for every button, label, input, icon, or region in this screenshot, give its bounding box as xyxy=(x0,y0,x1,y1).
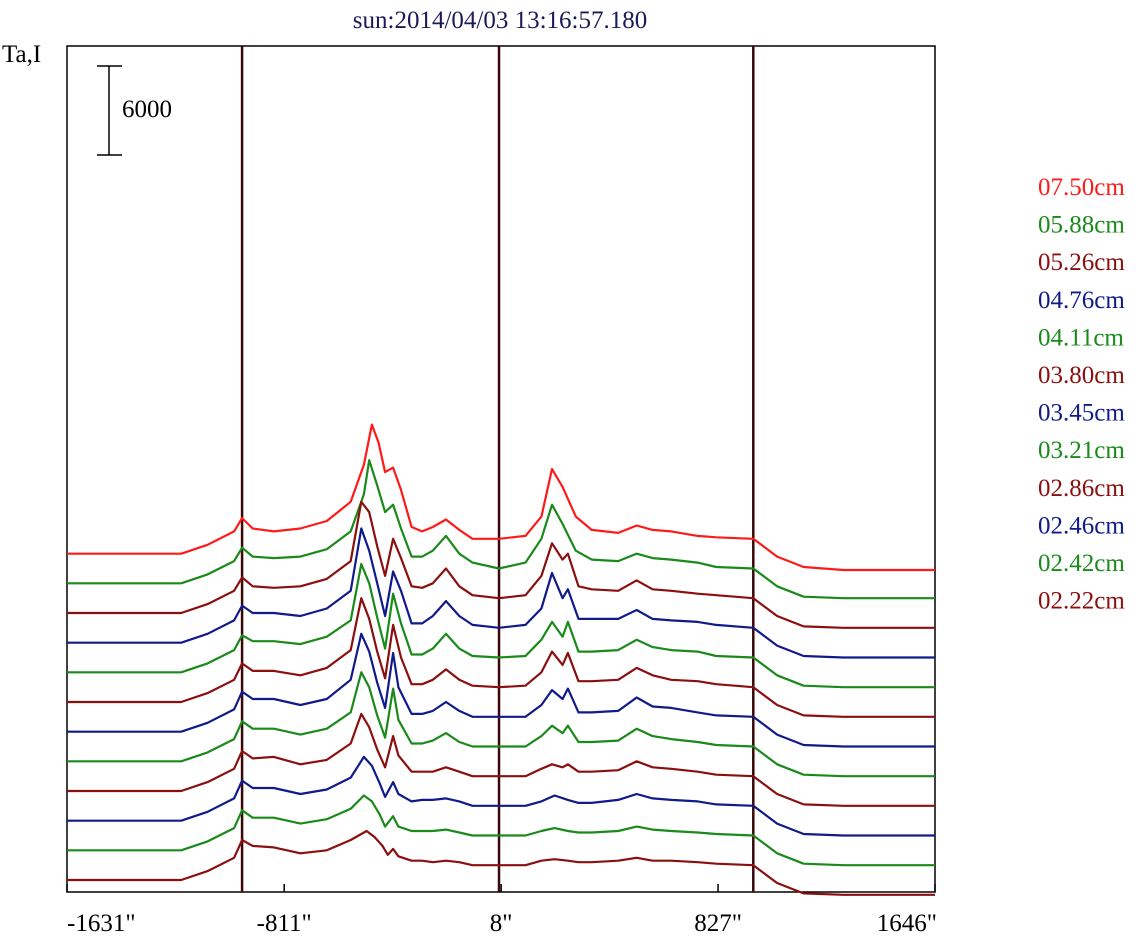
y-axis-label: Ta,I xyxy=(2,41,41,68)
x-tick-label-0: -1631" xyxy=(67,910,136,937)
plot-frame xyxy=(66,45,936,893)
legend-entry-03.80cm: 03.80cm xyxy=(1038,362,1125,389)
legend-entry-05.26cm: 05.26cm xyxy=(1038,249,1125,276)
legend-entry-04.11cm: 04.11cm xyxy=(1038,324,1124,351)
series-line-05.88cm xyxy=(67,459,935,600)
x-tick-label-3: 827" xyxy=(694,910,742,937)
scale-bar-label: 6000 xyxy=(122,96,172,123)
legend-entry-02.22cm: 02.22cm xyxy=(1038,588,1125,615)
series-line-03.21cm xyxy=(67,671,935,778)
x-tick-label-4: 1646" xyxy=(877,910,937,937)
legend-entry-02.86cm: 02.86cm xyxy=(1038,475,1125,502)
series-line-02.46cm xyxy=(67,755,935,837)
series-line-04.11cm xyxy=(67,562,935,689)
legend-entry-03.45cm: 03.45cm xyxy=(1038,400,1125,427)
vertical-markers xyxy=(240,46,755,892)
legend: 07.50cm 05.88cm 05.26cm 04.76cm 04.11cm 03.80… xyxy=(1038,174,1125,615)
legend-entry-07.50cm: 07.50cm xyxy=(1038,174,1125,201)
series-line-05.26cm xyxy=(67,500,935,629)
legend-entry-04.76cm: 04.76cm xyxy=(1038,287,1125,314)
series-line-02.22cm xyxy=(67,829,935,896)
legend-entry-05.88cm: 05.88cm xyxy=(1038,212,1125,239)
legend-entry-02.42cm: 02.42cm xyxy=(1038,550,1125,577)
series-line-02.86cm xyxy=(67,712,935,807)
series-layer xyxy=(67,423,935,896)
x-tick-label-1: -811" xyxy=(257,910,312,937)
x-tick-label-2: 8" xyxy=(490,910,513,937)
x-axis: -1631" -811" 8" 827" 1646" xyxy=(66,884,937,937)
series-line-02.42cm xyxy=(67,794,935,867)
series-line-04.76cm xyxy=(67,527,935,659)
scale-bar: 6000 xyxy=(97,65,172,156)
chart-title: sun:2014/04/03 13:16:57.180 xyxy=(353,7,647,34)
legend-entry-02.46cm: 02.46cm xyxy=(1038,512,1125,539)
series-line-03.80cm xyxy=(67,597,935,718)
series-line-07.50cm xyxy=(67,423,935,572)
series-line-03.45cm xyxy=(67,632,935,748)
legend-entry-03.21cm: 03.21cm xyxy=(1038,437,1125,464)
